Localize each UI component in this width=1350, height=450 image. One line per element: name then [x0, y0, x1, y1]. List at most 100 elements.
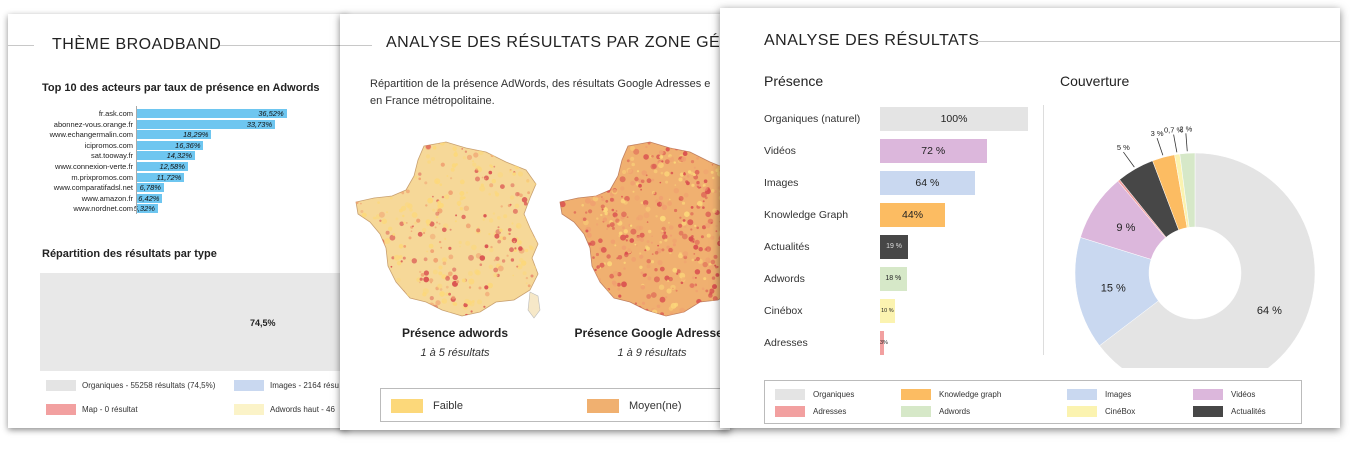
presence-bar: 10 % — [880, 299, 895, 323]
adwords-bar: 18,29% — [136, 130, 212, 140]
legend-label: Adwords — [939, 407, 971, 416]
coverage-title: Couverture — [1060, 73, 1130, 89]
legend-item: Images - 2164 résu — [234, 380, 339, 392]
legend-label: Actualités — [1231, 407, 1266, 416]
legend-swatch — [234, 404, 264, 416]
bar-value-label: 11,72% — [156, 172, 182, 182]
legend-item: Adresses — [775, 406, 847, 418]
presence-bar: 44% — [880, 203, 946, 227]
legend-swatch — [901, 389, 931, 401]
legend-label: Adresses — [813, 407, 847, 416]
legend-swatch — [234, 380, 264, 392]
bar-category-label: Actualités — [764, 241, 810, 253]
bar-value-label: 14,32% — [166, 151, 193, 161]
donut-value-label: 0,7 % — [1164, 126, 1184, 135]
legend-swatch — [775, 406, 805, 418]
donut-value-label: 9 % — [1116, 222, 1135, 234]
map2-title: Présence Google Adresses — [574, 326, 730, 340]
legend-label: Knowledge graph — [939, 390, 1002, 399]
adwords-bar-row: www.nordnet.com 5,32% — [8, 203, 348, 214]
legend-label: Vidéos — [1231, 390, 1256, 399]
legend-label: CinéBox — [1105, 407, 1136, 416]
bar-value-label: 100% — [940, 113, 968, 125]
donut-value-label: 5 % — [1117, 143, 1130, 152]
adwords-bar-row: icipromos.com 16,36% — [8, 140, 348, 151]
results-legend: Organiques Knowledge graph Images Vidéos Adr… — [764, 380, 1302, 424]
presence-bar: 100% — [880, 107, 1028, 131]
bar-category-label: icipromos.com — [84, 140, 133, 150]
adwords-bar-row: fr.ask.com 36,52% — [8, 108, 348, 119]
label-leader-line — [1185, 133, 1188, 152]
presence-bar: 64 % — [880, 171, 975, 195]
presence-bar: 72 % — [880, 139, 987, 163]
corsica-shape — [527, 291, 541, 319]
legend-item: CinéBox — [1067, 406, 1136, 418]
bar-category-label: Vidéos — [764, 145, 796, 157]
legend-item: Map - 0 résultat — [46, 404, 138, 416]
bar-category-label: www.echangermalin.com — [49, 130, 133, 140]
adwords-bar: 6,78% — [136, 183, 164, 193]
donut-slice — [1179, 152, 1196, 228]
legend-label: Organiques — [813, 390, 855, 399]
legend-label: Adwords haut - 46 — [270, 405, 335, 414]
legend-item: Adwords — [901, 406, 971, 418]
bar-value-label: 12,58% — [159, 162, 185, 171]
legend-item: Organiques - 55258 résultats (74,5%) — [46, 380, 216, 392]
bar-category-label: sat.tooway.fr — [91, 151, 133, 161]
adwords-bar-row: www.amazon.fr 6,42% — [8, 193, 348, 204]
map1-subtitle: 1 à 5 résultats — [420, 347, 490, 359]
legend-item: Moyen(ne) — [587, 398, 682, 414]
label-leader-line — [1173, 134, 1178, 153]
donut-value-label: 15 % — [1101, 282, 1126, 294]
chart-divider — [1043, 105, 1044, 355]
bar-category-label: Knowledge Graph — [764, 209, 849, 221]
adwords-bar-row: abonnez-vous.orange.fr 33,73% — [8, 119, 348, 130]
organiques-bar — [40, 273, 348, 371]
adwords-bar: 5,32% — [134, 204, 158, 214]
panel2-title: ANALYSE DES RÉSULTATS PAR ZONE GÉOG — [386, 34, 730, 51]
legend-label: Moyen(ne) — [629, 400, 682, 412]
type-chart-title: Répartition des résultats par type — [42, 248, 217, 260]
legend-swatch — [46, 404, 76, 416]
bar-category-label: Organiques (naturel) — [764, 113, 861, 125]
title-rule-right — [976, 41, 1340, 42]
donut-value-label: 2 % — [1179, 124, 1192, 133]
legend-item: Faible — [391, 398, 463, 414]
legend-label: Faible — [433, 400, 463, 412]
bar-value-label: 6,42% — [138, 193, 160, 203]
legend-swatch — [1193, 406, 1223, 418]
legend-swatch — [391, 399, 423, 414]
legend-swatch — [775, 389, 805, 401]
bar-value-label: 33,73% — [246, 119, 273, 129]
map1-title: Présence adwords — [401, 326, 509, 340]
legend-item: Images — [1067, 389, 1131, 401]
bar-category-label: m.prixpromos.com — [71, 172, 133, 182]
bar-value-label: 44% — [902, 209, 924, 221]
donut-value-label: 3 % — [1151, 129, 1164, 138]
donut-slice — [1099, 152, 1316, 368]
adwords-bar: 33,73% — [136, 119, 276, 129]
legend-label: Map - 0 résultat — [82, 405, 138, 414]
legend-swatch — [1193, 389, 1223, 401]
adwords-bar-row: sat.tooway.fr 14,32% — [8, 150, 348, 161]
coverage-donut-chart: 64 % 15 % 9 % 5 % 3 % 0,7 %2 % — [1074, 124, 1316, 368]
adwords-bar: 36,52% — [136, 109, 287, 118]
bar-category-label: www.comparatifadsl.net — [53, 183, 133, 193]
presence-bar: 19 % — [880, 235, 909, 259]
adwords-bar: 6,42% — [136, 193, 163, 203]
bar-category-label: Cinébox — [764, 305, 803, 317]
bar-category-label: Adwords — [764, 273, 805, 285]
bar-value-label: 10 % — [881, 308, 894, 314]
bar-category-label: www.amazon.fr — [81, 193, 133, 203]
bar-value-label: 3% — [880, 340, 888, 346]
adwords-bar: 14,32% — [136, 151, 196, 161]
bar-category-label: abonnez-vous.orange.fr — [53, 119, 133, 129]
label-leader-line — [1156, 137, 1164, 156]
title-rule-left — [340, 45, 372, 46]
legend-label: Organiques - 55258 résultats (74,5%) — [82, 381, 216, 390]
presence-title: Présence — [764, 73, 824, 89]
bar-category-label: www.nordnet.com — [73, 204, 133, 214]
adwords-bar-row: www.connexion-verte.fr 12,58% — [8, 161, 348, 172]
france-shape — [559, 141, 730, 317]
legend-swatch — [901, 406, 931, 418]
